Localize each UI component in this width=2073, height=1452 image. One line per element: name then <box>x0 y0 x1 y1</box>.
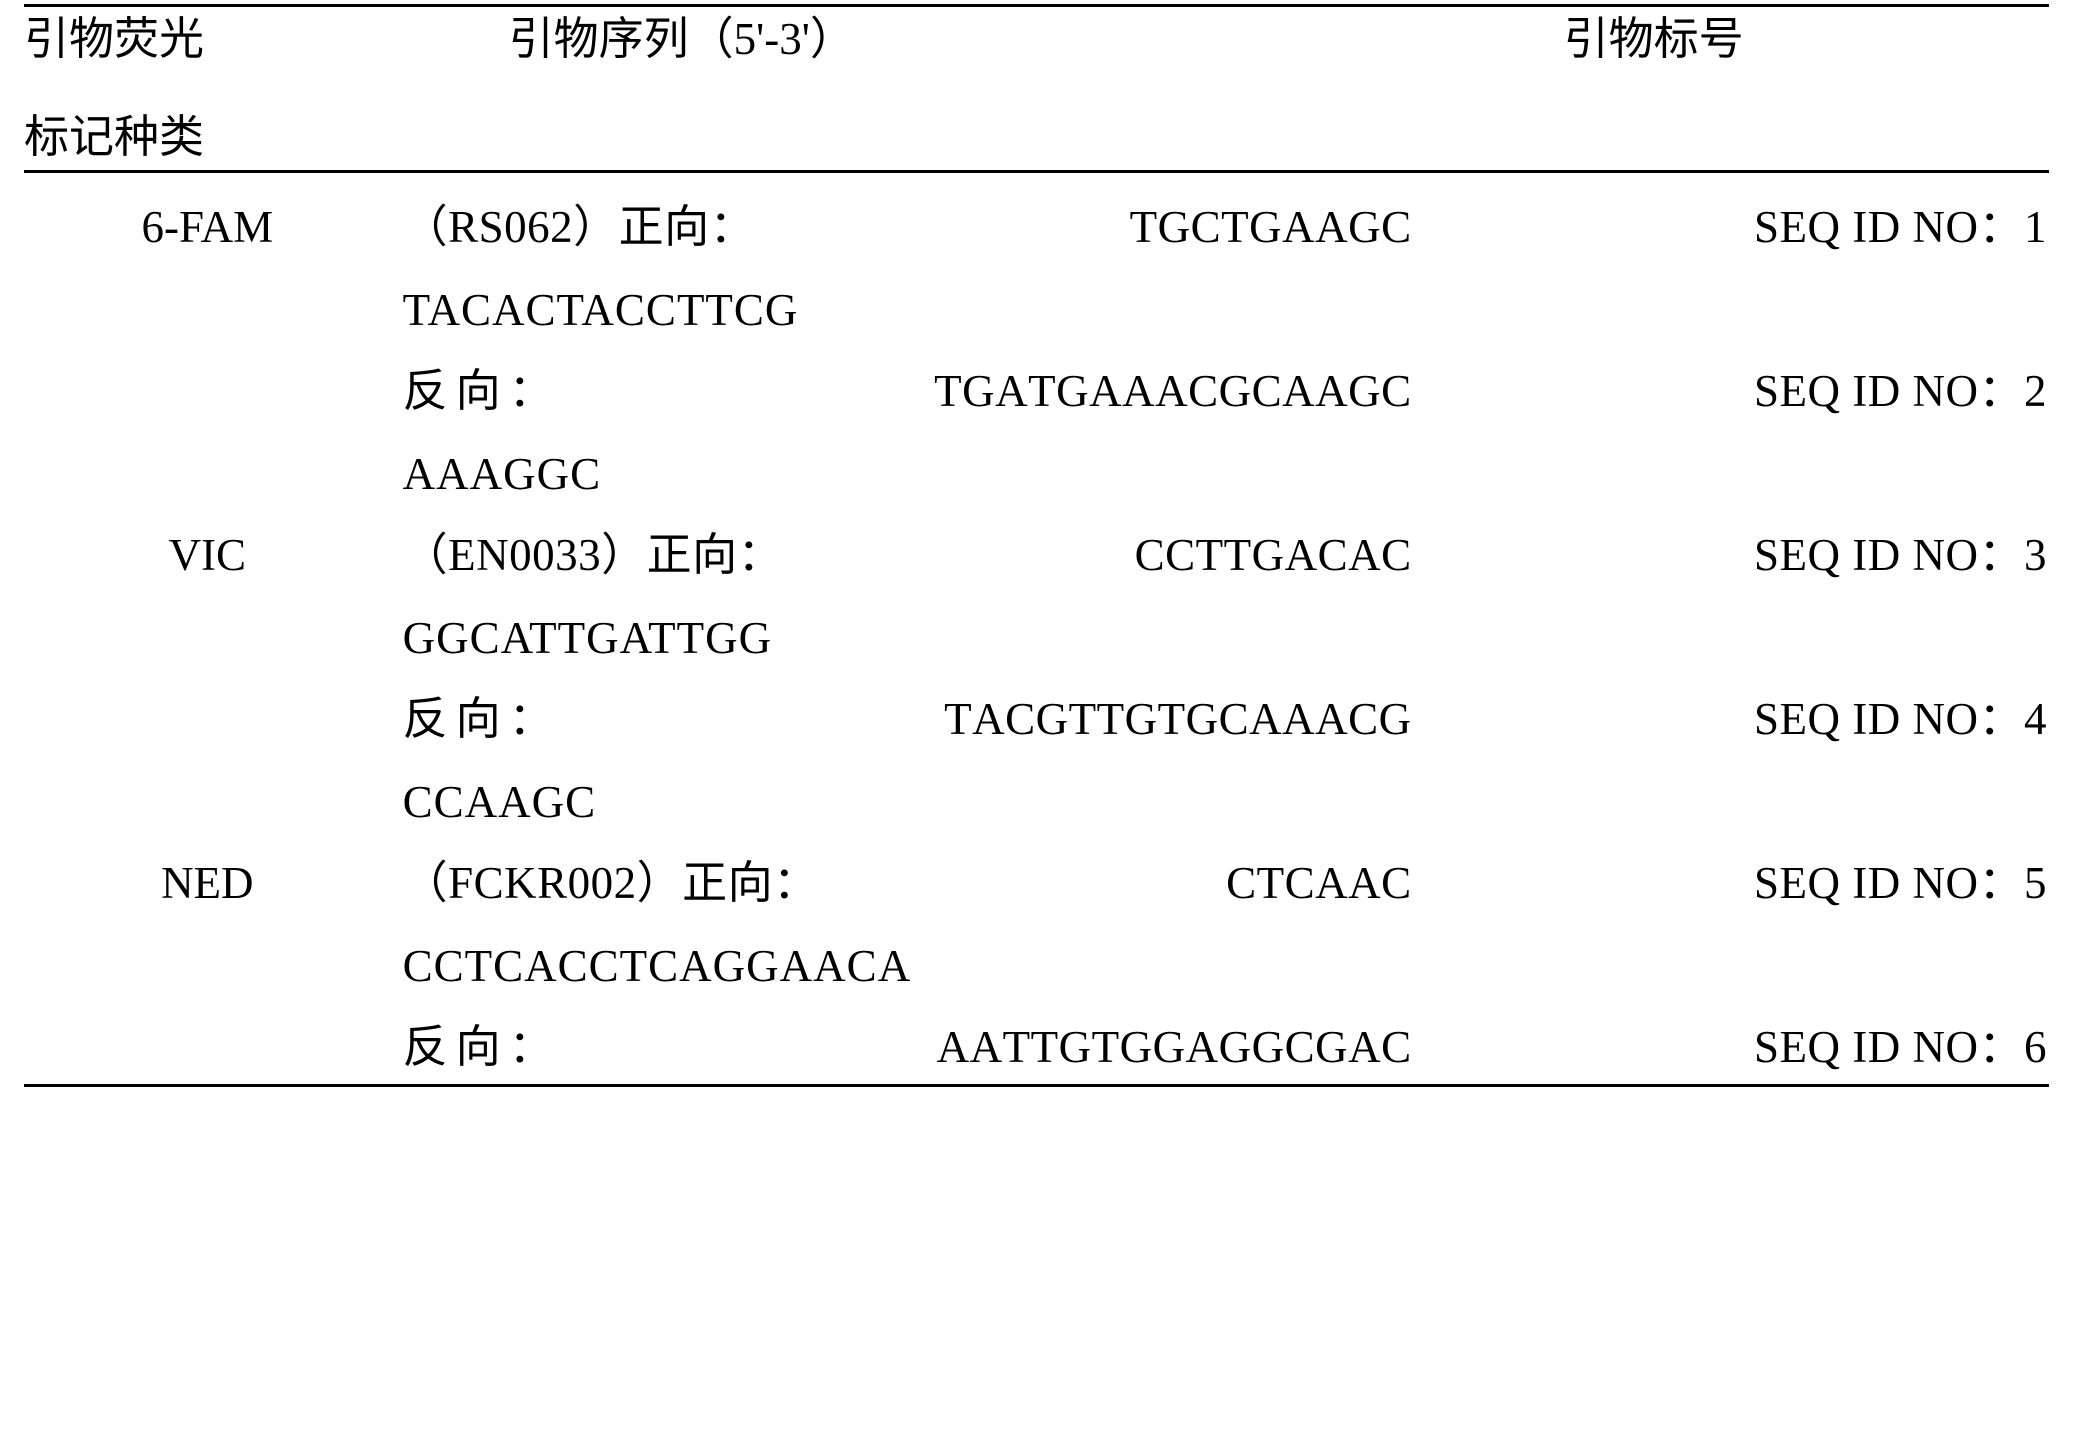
reverse-primer-line1: 反向： AATTGTGGAGGCGAC <box>399 993 1452 1074</box>
table-row: GGCATTGATTGG <box>24 582 2049 665</box>
table-row: 反向： AATTGTGGAGGCGAC SEQ ID NO：6 <box>24 993 2049 1086</box>
table-row: TACACTACCTTCG <box>24 254 2049 337</box>
seq-id: SEQ ID NO：6 <box>1452 993 2049 1070</box>
reverse-primer-line1: 反向： TGATGAAACGCAAGC <box>399 337 1452 418</box>
reverse-primer-label: 反向： <box>403 697 554 742</box>
seq-id: SEQ ID NO：1 <box>1452 173 2049 250</box>
fluorescent-marker: VIC <box>24 501 399 578</box>
col-header-sequence: 引物序列（5'-3'） <box>399 7 1452 62</box>
reverse-primer-line2: CCAAGC <box>399 746 1452 829</box>
reverse-primer-seq-part1: AATTGTGGAGGCGAC <box>937 1025 1412 1070</box>
table-row: 6-FAM （RS062）正向： TGCTGAAGC SEQ ID NO：1 <box>24 172 2049 255</box>
primer-table: 引物荧光 引物序列（5'-3'） 引物标号 标记种类 6-FAM （RS062）… <box>24 4 2049 1087</box>
forward-primer-line2: GGCATTGATTGG <box>399 582 1452 665</box>
forward-primer-label: （FCKR002）正向： <box>403 861 819 906</box>
primer-table-page: 引物荧光 引物序列（5'-3'） 引物标号 标记种类 6-FAM （RS062）… <box>0 0 2073 1087</box>
table-row: 反向： TACGTTGTGCAAACG SEQ ID NO：4 <box>24 665 2049 746</box>
reverse-primer-seq-part1: TGATGAAACGCAAGC <box>934 369 1412 414</box>
reverse-primer-line2: AAAGGC <box>399 418 1452 501</box>
reverse-primer-label: 反向： <box>403 369 554 414</box>
forward-primer-line2: CCTCACCTCAGGAACA <box>399 910 1452 993</box>
seq-id: SEQ ID NO：5 <box>1452 829 2049 906</box>
forward-primer-label: （RS062）正向： <box>403 205 756 250</box>
reverse-primer-line1: 反向： TACGTTGTGCAAACG <box>399 665 1452 746</box>
table-row: 反向： TGATGAAACGCAAGC SEQ ID NO：2 <box>24 337 2049 418</box>
forward-primer-line2: TACACTACCTTCG <box>399 254 1452 337</box>
forward-primer-seq-part1: CTCAAC <box>1226 861 1412 906</box>
seq-id: SEQ ID NO：3 <box>1452 501 2049 578</box>
seq-id: SEQ ID NO：2 <box>1452 337 2049 414</box>
reverse-primer-label: 反向： <box>403 1025 554 1070</box>
forward-primer-line1: （RS062）正向： TGCTGAAGC <box>399 173 1452 254</box>
table-row: CCTCACCTCAGGAACA <box>24 910 2049 993</box>
col-header-fluor-line1: 引物荧光 <box>24 7 399 62</box>
table-row: CCAAGC <box>24 746 2049 829</box>
forward-primer-line1: （EN0033）正向： CCTTGACAC <box>399 501 1452 582</box>
forward-primer-line1: （FCKR002）正向： CTCAAC <box>399 829 1452 910</box>
table-row: VIC （EN0033）正向： CCTTGACAC SEQ ID NO：3 <box>24 501 2049 582</box>
reverse-primer-seq-part1: TACGTTGTGCAAACG <box>944 697 1411 742</box>
col-header-id: 引物标号 <box>1452 7 2049 62</box>
seq-id: SEQ ID NO：4 <box>1452 665 2049 742</box>
table-row: NED （FCKR002）正向： CTCAAC SEQ ID NO：5 <box>24 829 2049 910</box>
col-header-fluor-line2: 标记种类 <box>24 87 399 170</box>
table-row: AAAGGC <box>24 418 2049 501</box>
fluorescent-marker: NED <box>24 829 399 906</box>
forward-primer-seq-part1: TGCTGAAGC <box>1130 205 1412 250</box>
fluorescent-marker: 6-FAM <box>24 173 399 250</box>
forward-primer-label: （EN0033）正向： <box>403 533 784 578</box>
forward-primer-seq-part1: CCTTGACAC <box>1135 533 1412 578</box>
